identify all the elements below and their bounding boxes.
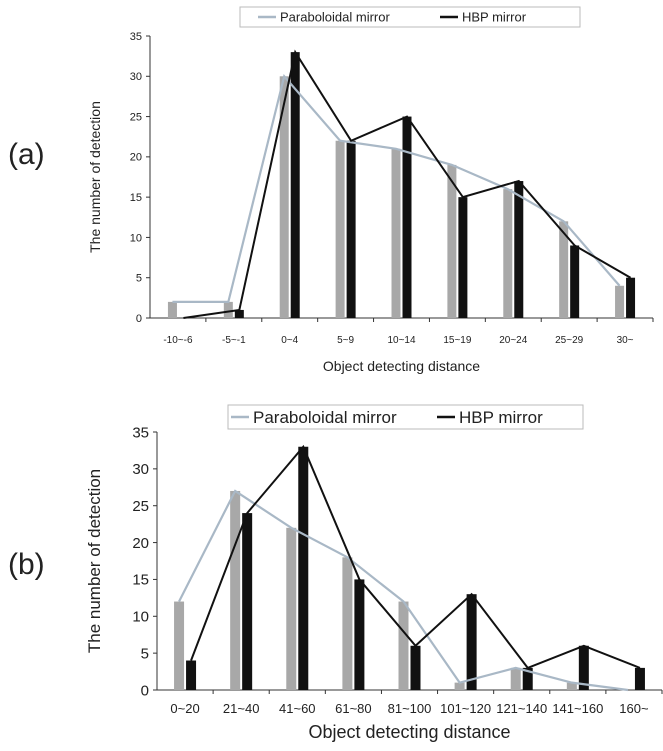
legend-box <box>239 6 581 28</box>
y-tick-label: 5 <box>136 273 142 285</box>
panel-b: (b) 0 5 10 15 20 25 30 35 0~20 21~40 41~60 61~80 81~… <box>0 390 663 751</box>
bar-paraboloidal <box>391 148 401 318</box>
y-tick-label: 25 <box>130 111 142 123</box>
bar-hbp <box>290 52 300 318</box>
bar-paraboloidal <box>510 667 521 690</box>
bar-hbp <box>458 197 468 318</box>
bar-paraboloidal <box>398 601 409 690</box>
y-tick-label: 35 <box>132 424 149 441</box>
bar-paraboloidal <box>174 601 185 690</box>
x-tick-label: 30~ <box>617 335 634 346</box>
bar-hbp <box>242 513 253 690</box>
y-tick-label: 10 <box>132 609 149 626</box>
panel-label-b: (b) <box>8 548 45 581</box>
line-hbp <box>190 444 641 670</box>
y-tick-label: 20 <box>130 152 142 164</box>
bar-hbp <box>634 667 645 690</box>
bar-hbp <box>298 446 309 690</box>
chart-b: 0 5 10 15 20 25 30 35 0~20 21~40 41~60 61~80 81~100 1… <box>85 404 663 742</box>
legend-label-hbp: HBP mirror <box>462 10 527 25</box>
bar-hbp <box>514 181 524 318</box>
bar-hbp <box>410 645 421 690</box>
x-tick-label: 5~9 <box>337 335 354 346</box>
bar-paraboloidal <box>447 164 457 318</box>
bar-paraboloidal <box>223 301 233 318</box>
line-hbp <box>183 49 632 319</box>
x-tick-label: 101~120 <box>440 701 491 716</box>
x-tick-label: 15~19 <box>443 335 472 346</box>
x-tick-label: 141~160 <box>552 701 603 716</box>
bar-hbp <box>346 140 356 318</box>
chart-a: 0 5 10 15 20 25 30 35 -10~-6 -5~-1 0~4 5~9 10~14 15~1… <box>87 6 654 374</box>
bar-paraboloidal <box>335 140 345 318</box>
bar-hbp <box>578 645 589 690</box>
y-tick-label: 15 <box>132 572 149 589</box>
bar-hbp <box>570 245 580 318</box>
x-axis-label: Object detecting distance <box>308 722 510 742</box>
bar-hbp <box>522 667 533 690</box>
y-axis-label: The number of detection <box>85 469 104 653</box>
bar-paraboloidal <box>279 76 289 319</box>
y-tick-label: 5 <box>141 645 149 662</box>
bar-hbp <box>466 594 477 690</box>
bar-hbp <box>354 579 365 690</box>
x-tick-label: 25~29 <box>555 335 584 346</box>
x-tick-label: 160~ <box>619 701 649 716</box>
x-tick-label: 0~4 <box>281 335 298 346</box>
bar-paraboloidal <box>286 527 297 690</box>
panel-a: (a) 0 5 10 15 20 25 30 35 -10~-6 -5~-1 0~4 5~9 10~14… <box>8 6 654 374</box>
bar-paraboloidal <box>615 285 625 318</box>
y-tick-label: 35 <box>130 31 142 43</box>
bar-paraboloidal <box>342 557 353 690</box>
x-tick-label: 21~40 <box>223 701 260 716</box>
bar-hbp <box>234 309 244 318</box>
x-axis-label: Object detecting distance <box>323 358 480 374</box>
bar-hbp <box>186 660 197 690</box>
y-tick-label: 0 <box>141 682 149 699</box>
x-tick-label: 20~24 <box>499 335 528 346</box>
line-paraboloidal <box>178 489 629 692</box>
x-tick-label: 0~20 <box>170 701 199 716</box>
bar-paraboloidal <box>167 301 177 318</box>
x-tick-label: 61~80 <box>335 701 372 716</box>
x-tick-label: -5~-1 <box>222 335 246 346</box>
y-axis-label: The number of detection <box>87 101 103 253</box>
y-tick-label: 30 <box>132 461 149 478</box>
y-tick-label: 30 <box>130 71 142 83</box>
x-tick-label: -10~-6 <box>163 335 193 346</box>
bar-paraboloidal <box>503 189 513 318</box>
legend-label-paraboloidal: Paraboloidal mirror <box>253 408 397 427</box>
panel-label-a: (a) <box>8 138 45 171</box>
bar-paraboloidal <box>230 490 241 690</box>
bar-paraboloidal <box>559 221 569 318</box>
x-tick-label: 121~140 <box>496 701 547 716</box>
y-tick-label: 25 <box>132 498 149 515</box>
bar-hbp <box>626 277 636 318</box>
y-tick-label: 10 <box>130 232 142 244</box>
bar-paraboloidal <box>454 682 465 690</box>
bar-hbp <box>402 116 412 318</box>
bar-paraboloidal <box>566 682 577 690</box>
x-tick-label: 41~60 <box>279 701 316 716</box>
y-tick-label: 0 <box>136 313 142 325</box>
legend-label-paraboloidal: Paraboloidal mirror <box>280 10 390 25</box>
legend-box <box>227 404 584 430</box>
legend-label-hbp: HBP mirror <box>459 408 543 427</box>
x-tick-label: 81~100 <box>388 701 432 716</box>
x-tick-label: 10~14 <box>387 335 416 346</box>
y-tick-label: 20 <box>132 535 149 552</box>
y-tick-label: 15 <box>130 192 142 204</box>
